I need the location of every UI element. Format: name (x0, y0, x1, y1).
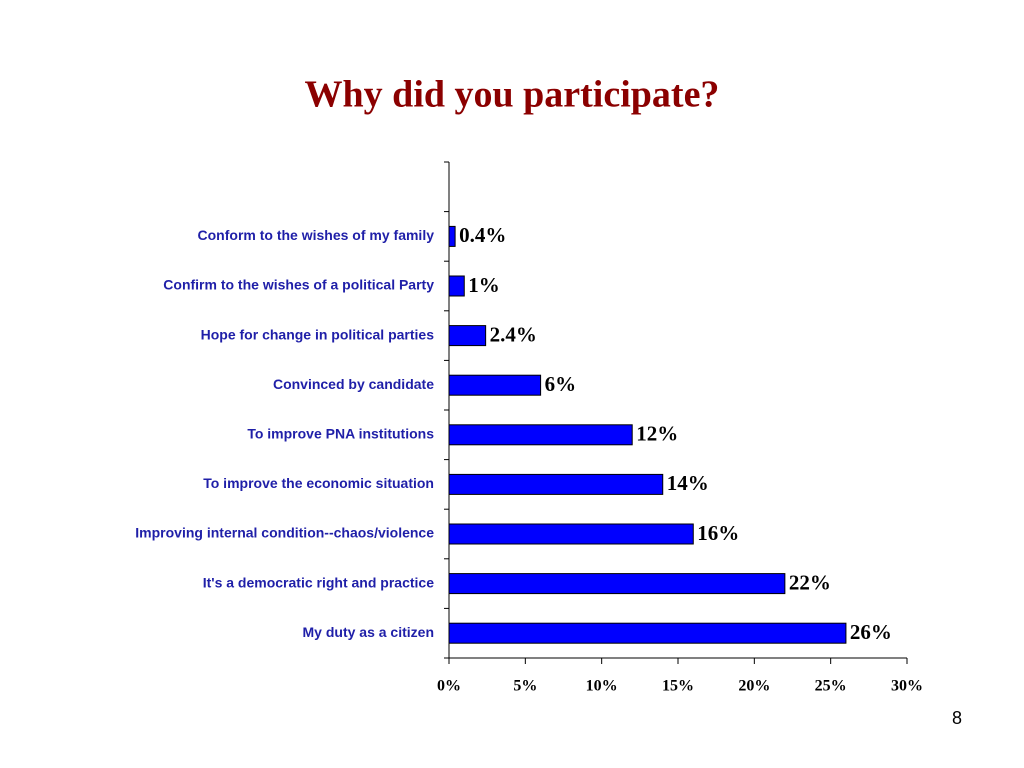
y-tick-label: My duty as a citizen (303, 624, 434, 640)
value-label: 26% (850, 620, 892, 644)
chart-title: Why did you participate? (305, 74, 720, 116)
y-tick-label: Convinced by candidate (273, 376, 434, 392)
x-tick-label: 10% (586, 678, 618, 695)
y-tick-label: Improving internal condition--chaos/viol… (135, 525, 434, 541)
x-tick-label: 25% (815, 678, 847, 695)
bar (448, 325, 487, 347)
bar (448, 473, 664, 495)
x-tick-label: 30% (891, 678, 923, 695)
bar (448, 523, 694, 545)
bar (448, 622, 847, 644)
bar (448, 573, 786, 595)
value-label: 14% (667, 471, 709, 495)
y-tick-label: To improve the economic situation (203, 475, 434, 491)
bar (448, 424, 633, 446)
x-tick-label: 5% (513, 678, 537, 695)
value-label: 12% (636, 422, 678, 446)
y-tick-label: To improve PNA institutions (247, 426, 434, 442)
value-label: 6% (545, 372, 577, 396)
x-tick-label: 20% (738, 678, 770, 695)
x-tick-label: 15% (662, 678, 694, 695)
bar (448, 275, 465, 297)
value-label: 1% (468, 273, 500, 297)
value-label: 16% (697, 521, 739, 545)
value-label: 0.4% (459, 223, 506, 247)
y-tick-label: Hope for change in political parties (201, 326, 435, 342)
slide-number: 8 (952, 708, 962, 728)
x-tick-label: 0% (437, 678, 461, 695)
value-label: 22% (789, 570, 831, 594)
value-label: 2.4% (490, 322, 537, 346)
bar (448, 225, 456, 247)
y-tick-label: Conform to the wishes of my family (198, 227, 435, 243)
y-tick-label: It's a democratic right and practice (203, 574, 435, 590)
y-tick-label: Confirm to the wishes of a political Par… (163, 277, 434, 293)
bar (448, 374, 542, 396)
